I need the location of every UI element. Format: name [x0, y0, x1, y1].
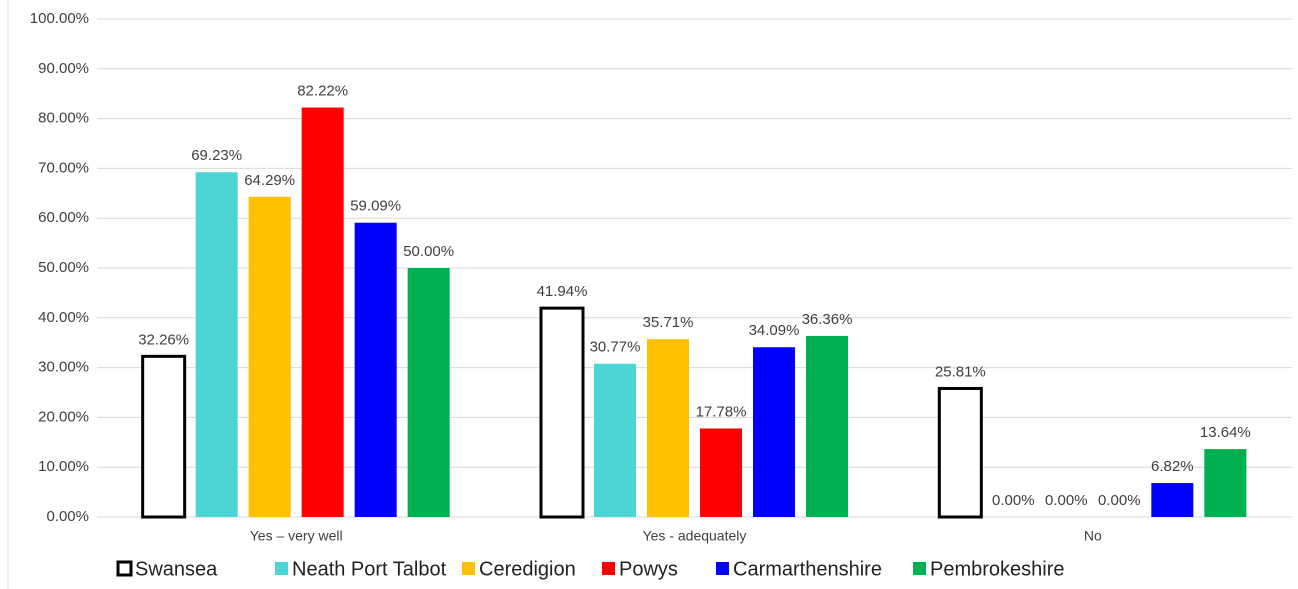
x-tick-label: Yes – very well: [250, 528, 343, 544]
y-tick-label: 80.00%: [38, 110, 89, 127]
legend-swatch: [913, 562, 926, 575]
bar: [248, 196, 291, 517]
y-tick-label: 70.00%: [38, 159, 89, 176]
value-label: 6.82%: [1151, 458, 1194, 475]
legend-swatch: [602, 562, 615, 575]
bar: [301, 107, 344, 517]
bar: [1204, 449, 1247, 517]
bar: [806, 335, 848, 517]
legend-swatch: [462, 562, 475, 575]
bar: [141, 354, 187, 519]
x-tick-label: Yes - adequately: [643, 528, 747, 544]
bar: [354, 222, 397, 517]
y-tick-label: 100.00%: [30, 10, 89, 27]
y-tick-label: 0.00%: [46, 508, 89, 525]
legend-label: Neath Port Talbot: [292, 558, 447, 580]
value-label: 36.36%: [802, 311, 853, 328]
y-tick-label: 10.00%: [38, 458, 89, 475]
y-tick-label: 50.00%: [38, 259, 89, 276]
x-tick-label: No: [1084, 528, 1102, 544]
value-label: 35.71%: [643, 314, 694, 331]
bar: [195, 172, 238, 517]
legend-label: Pembrokeshire: [930, 558, 1065, 580]
y-tick-label: 60.00%: [38, 209, 89, 226]
value-label: 82.22%: [297, 83, 348, 100]
y-tick-label: 30.00%: [38, 359, 89, 376]
legend-label: Ceredigion: [479, 558, 576, 580]
bar: [1151, 483, 1194, 517]
value-label: 69.23%: [191, 147, 242, 164]
value-label: 0.00%: [1098, 492, 1141, 509]
value-label: 30.77%: [590, 339, 641, 356]
y-tick-label: 90.00%: [38, 60, 89, 77]
value-label: 50.00%: [403, 243, 454, 260]
bar: [937, 386, 983, 519]
value-label: 25.81%: [935, 363, 986, 380]
legend-swatch: [116, 560, 133, 577]
legend-label: Swansea: [135, 558, 218, 580]
bar: [407, 268, 450, 517]
legend-swatch: [716, 562, 729, 575]
value-label: 34.09%: [749, 322, 800, 339]
value-label: 0.00%: [1045, 492, 1088, 509]
y-tick-label: 20.00%: [38, 408, 89, 425]
value-label: 32.26%: [138, 331, 189, 348]
bar: [753, 347, 795, 517]
y-tick-label: 40.00%: [38, 309, 89, 326]
bar: [647, 339, 689, 517]
bar: [594, 363, 636, 517]
value-label: 64.29%: [244, 172, 295, 189]
bar: [539, 306, 585, 519]
legend-label: Powys: [619, 558, 678, 580]
value-label: 17.78%: [696, 403, 747, 420]
value-label: 59.09%: [350, 198, 401, 215]
value-label: 0.00%: [992, 492, 1035, 509]
bar: [700, 428, 742, 517]
value-label: 13.64%: [1200, 424, 1251, 441]
value-label: 41.94%: [537, 283, 588, 300]
legend-swatch: [275, 562, 288, 575]
legend-label: Carmarthenshire: [733, 558, 882, 580]
